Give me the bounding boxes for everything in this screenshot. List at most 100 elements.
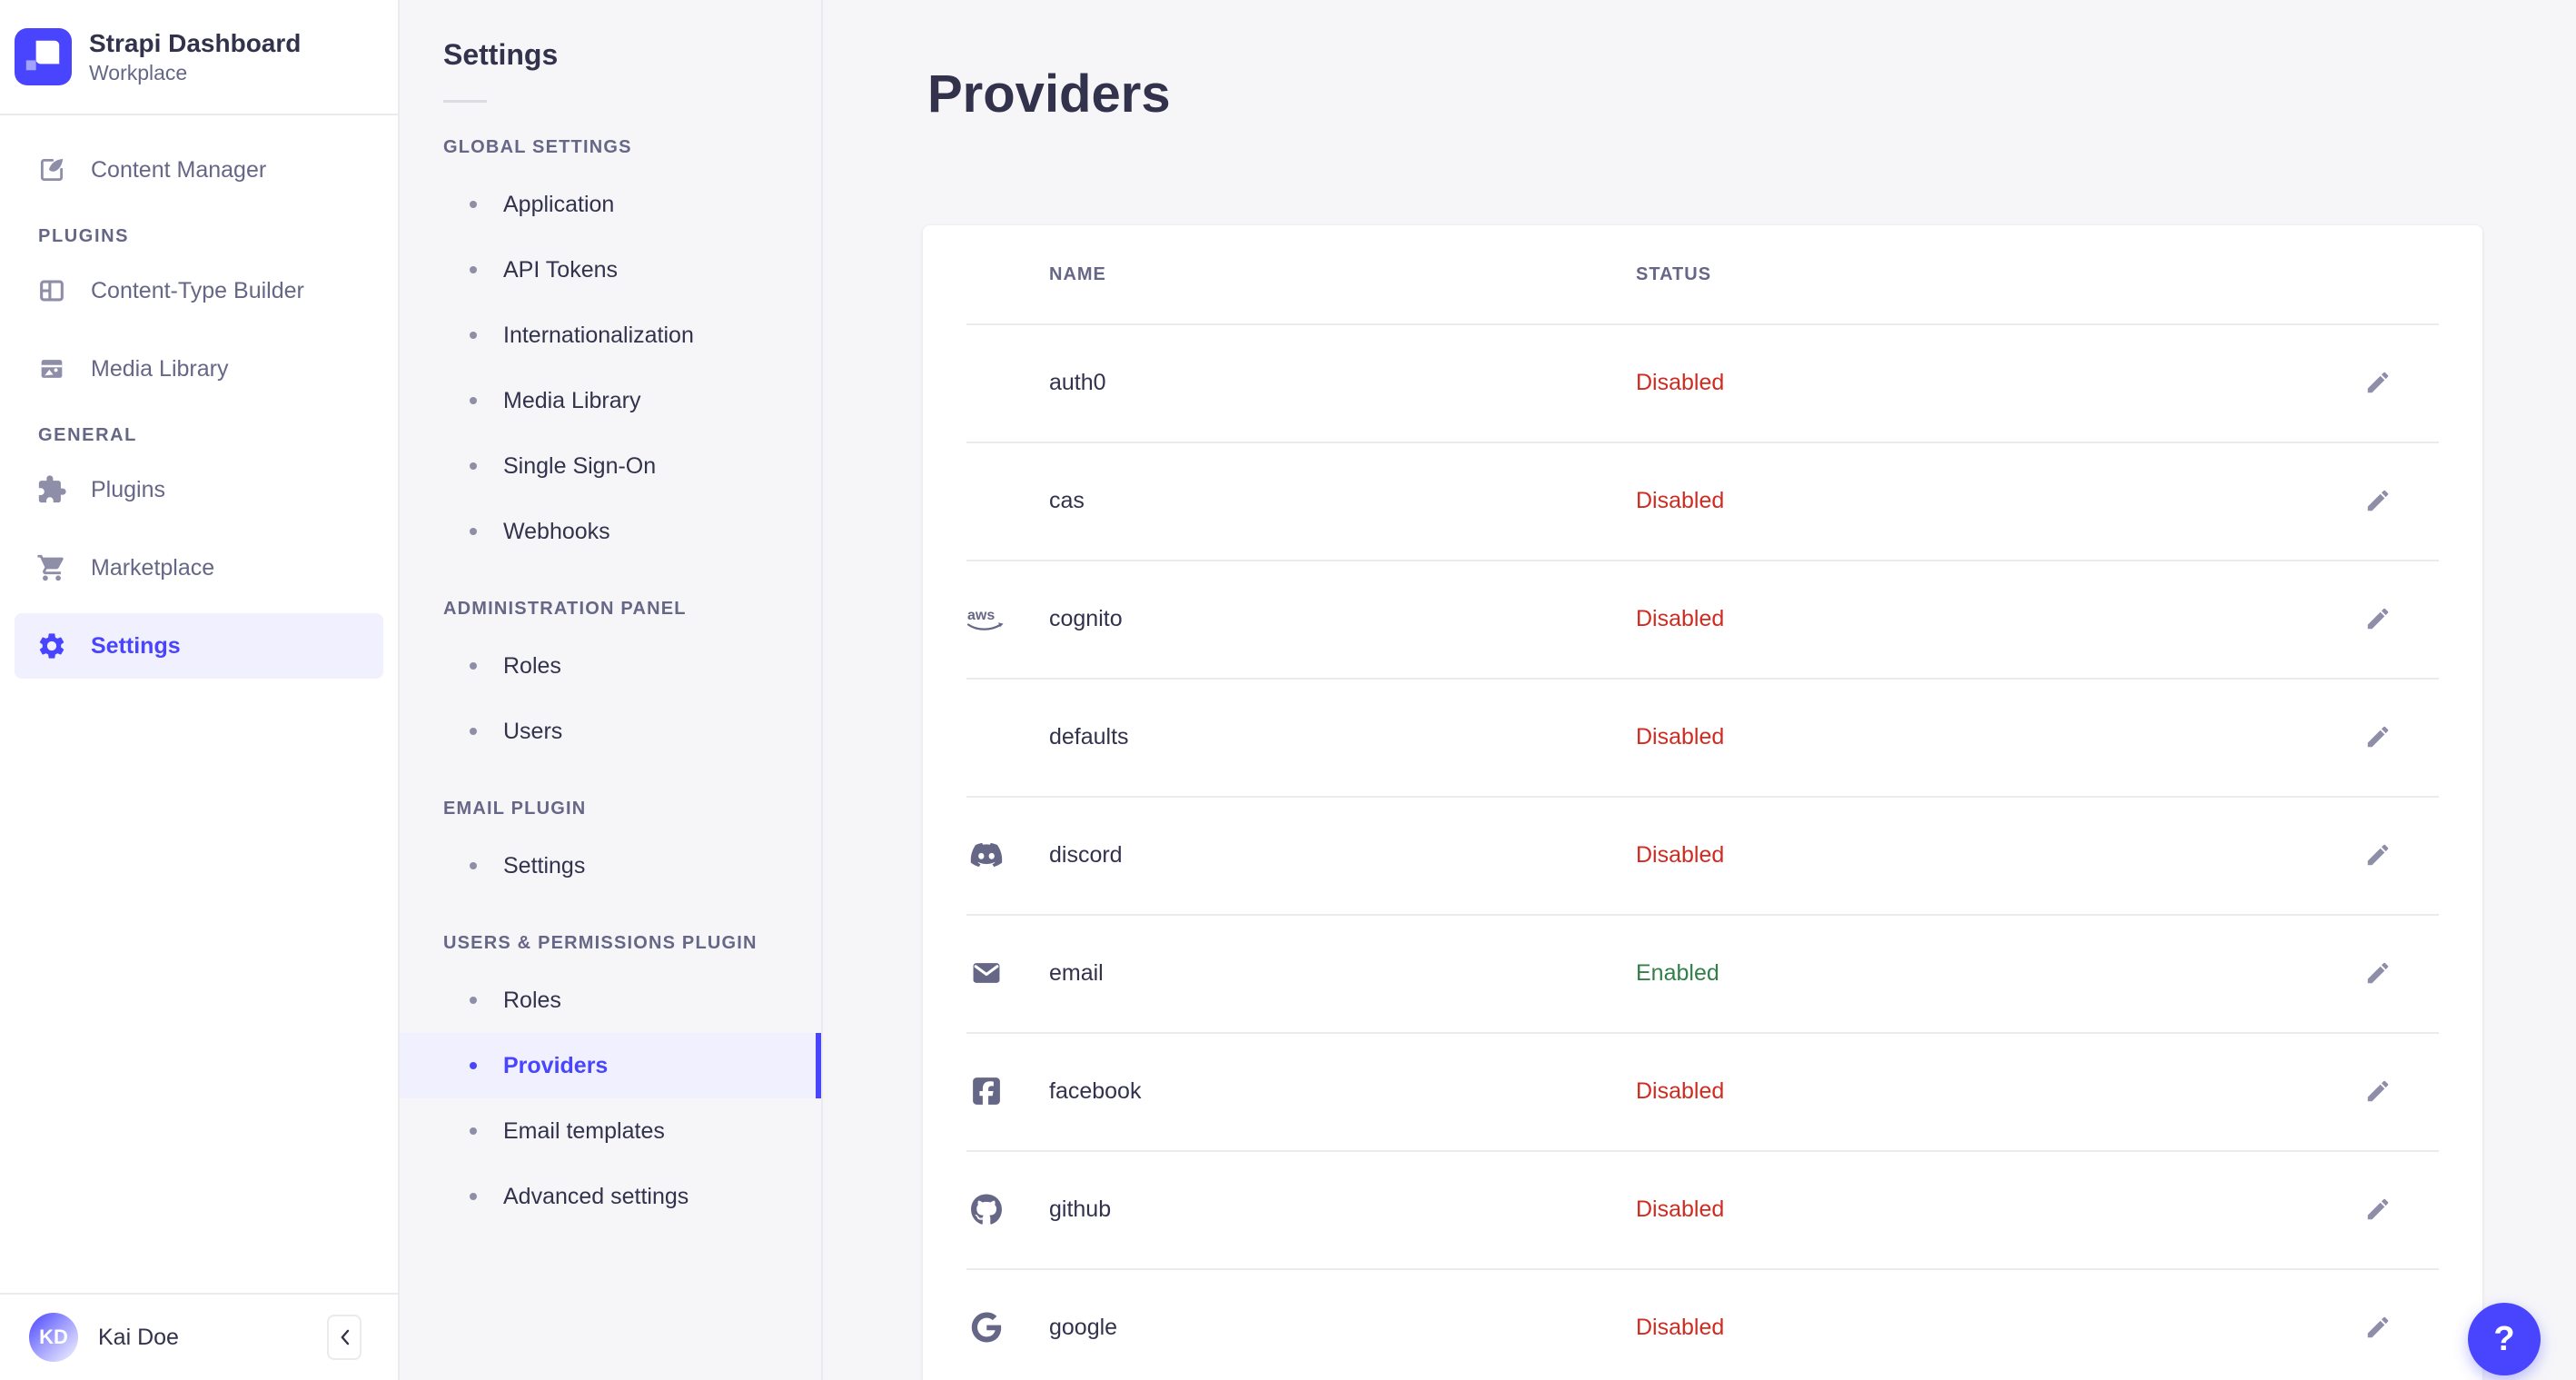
- table-row-cas: cas Disabled: [923, 442, 2482, 560]
- settings-subnav: Settings GLOBAL SETTINGS Application API T…: [400, 0, 823, 1380]
- pencil-icon: [2364, 487, 2392, 514]
- bullet-icon: [470, 462, 477, 470]
- edit-provider-button[interactable]: [2357, 362, 2399, 403]
- subnav-item-label: Application: [503, 191, 615, 217]
- provider-name: facebook: [1049, 1077, 1142, 1104]
- edit-provider-button[interactable]: [2357, 1188, 2399, 1230]
- main-sidebar: Strapi Dashboard Workplace Content Manag…: [0, 0, 400, 1380]
- subnav-section-administration-panel: ADMINISTRATION PANEL Roles Users: [400, 597, 821, 764]
- subnav-item-label: Settings: [503, 852, 586, 879]
- edit-provider-button[interactable]: [2357, 480, 2399, 521]
- aws-icon: aws: [923, 604, 1049, 633]
- workspace-switcher[interactable]: Strapi Dashboard Workplace: [0, 0, 398, 115]
- provider-name: email: [1049, 959, 1104, 986]
- sidebar-item-marketplace[interactable]: Marketplace: [15, 535, 383, 601]
- subnav-item-label: Media Library: [503, 387, 641, 413]
- sidebar-footer: KD Kai Doe: [0, 1293, 398, 1380]
- collapse-sidebar-button[interactable]: [327, 1315, 362, 1360]
- sidebar-item-label: Settings: [91, 632, 181, 659]
- subnav-item-users[interactable]: Users: [400, 699, 821, 764]
- edit-provider-button[interactable]: [2357, 598, 2399, 640]
- page-title: Providers: [927, 65, 1171, 124]
- avatar[interactable]: KD: [29, 1313, 78, 1362]
- edit-provider-button[interactable]: [2357, 1070, 2399, 1112]
- provider-name: discord: [1049, 841, 1123, 868]
- subnav-sections: GLOBAL SETTINGS Application API Tokens Inte…: [400, 135, 821, 1229]
- column-header-status: STATUS: [1636, 263, 1712, 284]
- subnav-item-label: API Tokens: [503, 256, 619, 283]
- provider-name: auth0: [1049, 369, 1106, 395]
- bullet-icon: [470, 662, 477, 670]
- help-button[interactable]: ?: [2468, 1303, 2541, 1375]
- sidebar-section-label-general: GENERAL: [38, 425, 137, 445]
- subnav-item-providers[interactable]: Providers: [400, 1033, 821, 1098]
- pencil-icon: [2364, 1314, 2392, 1341]
- sidebar-nav: Content Manager PLUGINS Content-Type Build…: [0, 115, 398, 1293]
- provider-status: Disabled: [1636, 841, 1725, 868]
- subnav-item-api-tokens[interactable]: API Tokens: [400, 237, 821, 303]
- table-row-google: google Disabled: [923, 1268, 2482, 1380]
- subnav-section-title: EMAIL PLUGIN: [443, 799, 587, 819]
- subnav-item-roles[interactable]: Roles: [400, 968, 821, 1033]
- subnav-item-label: Advanced settings: [503, 1183, 689, 1209]
- subnav-section-global-settings: GLOBAL SETTINGS Application API Tokens Inte…: [400, 135, 821, 564]
- subnav-item-email-templates[interactable]: Email templates: [400, 1098, 821, 1164]
- strapi-logo-icon: [15, 28, 72, 85]
- subnav-section-users-permissions-plugin: USERS & PERMISSIONS PLUGIN Roles Providers…: [400, 931, 821, 1229]
- settings-icon: [36, 630, 67, 661]
- bullet-icon: [470, 862, 477, 869]
- subnav-item-roles[interactable]: Roles: [400, 633, 821, 699]
- sidebar-item-content-manager[interactable]: Content Manager: [15, 137, 383, 203]
- chevron-left-icon: [337, 1327, 352, 1347]
- pencil-icon: [2364, 605, 2392, 632]
- table-header: NAME STATUS: [923, 225, 2482, 323]
- sidebar-item-settings[interactable]: Settings: [15, 613, 383, 679]
- subnav-item-settings[interactable]: Settings: [400, 833, 821, 898]
- provider-status: Disabled: [1636, 1196, 1725, 1222]
- provider-name: google: [1049, 1314, 1118, 1340]
- subnav-item-label: Email templates: [503, 1117, 665, 1144]
- edit-provider-button[interactable]: [2357, 716, 2399, 758]
- sidebar-item-label: Content-Type Builder: [91, 277, 304, 303]
- subnav-title: Settings: [443, 38, 559, 71]
- subnav-item-application[interactable]: Application: [400, 172, 821, 237]
- subnav-section-email-plugin: EMAIL PLUGIN Settings: [400, 797, 821, 898]
- subnav-item-advanced-settings[interactable]: Advanced settings: [400, 1164, 821, 1229]
- pencil-icon: [2364, 369, 2392, 396]
- sidebar-item-media-library[interactable]: Media Library: [15, 336, 383, 402]
- sidebar-item-label: Marketplace: [91, 554, 215, 581]
- email-icon: [923, 958, 1049, 988]
- table-row-email: email Enabled: [923, 914, 2482, 1032]
- sidebar-item-plugins[interactable]: Plugins: [15, 457, 383, 522]
- subnav-item-media-library[interactable]: Media Library: [400, 368, 821, 433]
- sidebar-item-label: Plugins: [91, 476, 165, 502]
- pencil-icon: [2364, 1077, 2392, 1105]
- table-row-auth0: auth0 Disabled: [923, 323, 2482, 442]
- subnav-item-label: Internationalization: [503, 322, 694, 348]
- provider-name: cognito: [1049, 605, 1123, 631]
- provider-status: Disabled: [1636, 723, 1725, 750]
- edit-provider-button[interactable]: [2357, 834, 2399, 876]
- provider-status: Disabled: [1636, 369, 1725, 395]
- bullet-icon: [470, 1127, 477, 1135]
- plugins-icon: [36, 474, 67, 505]
- provider-status: Enabled: [1636, 959, 1719, 986]
- content-manager-icon: [36, 154, 67, 185]
- subnav-item-label: Webhooks: [503, 518, 610, 544]
- providers-page: Providers NAME STATUS auth0 Disabled cas Di…: [823, 0, 2576, 1380]
- sidebar-section-label-plugins: PLUGINS: [38, 226, 130, 246]
- provider-status: Disabled: [1636, 1314, 1725, 1340]
- subnav-item-webhooks[interactable]: Webhooks: [400, 499, 821, 564]
- table-row-defaults: defaults Disabled: [923, 678, 2482, 796]
- subnav-item-label: Roles: [503, 652, 561, 679]
- edit-provider-button[interactable]: [2357, 952, 2399, 994]
- edit-provider-button[interactable]: [2357, 1306, 2399, 1348]
- subnav-item-internationalization[interactable]: Internationalization: [400, 303, 821, 368]
- table-row-github: github Disabled: [923, 1150, 2482, 1268]
- pencil-icon: [2364, 841, 2392, 869]
- pencil-icon: [2364, 959, 2392, 987]
- sidebar-item-content-type-builder[interactable]: Content-Type Builder: [15, 258, 383, 323]
- subnav-item-single-sign-on[interactable]: Single Sign-On: [400, 433, 821, 499]
- sidebar-item-label: Content Manager: [91, 156, 267, 183]
- pencil-icon: [2364, 1196, 2392, 1223]
